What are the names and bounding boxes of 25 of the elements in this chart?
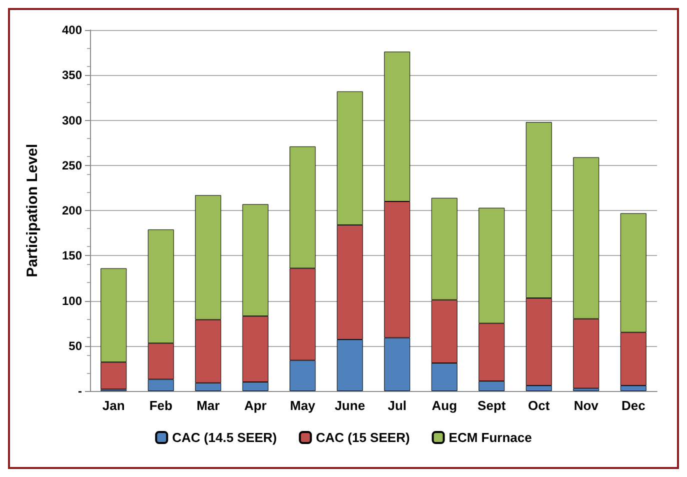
legend-label: CAC (15 SEER) <box>316 430 410 445</box>
x-tick-label: May <box>290 398 316 413</box>
legend-label: ECM Furnace <box>448 430 532 445</box>
y-tick-label: 100 <box>62 294 82 308</box>
x-tick-label: Dec <box>621 398 646 413</box>
y-tick-label: 50 <box>68 338 82 353</box>
x-tick-label: Jul <box>388 398 407 413</box>
x-tick-label: Feb <box>149 398 172 413</box>
x-tick-label: Nov <box>574 398 600 413</box>
x-tick-label: Sept <box>478 398 506 413</box>
x-tick-label: June <box>334 398 366 413</box>
y-tick-label: 400 <box>62 23 82 37</box>
y-tick-label: 150 <box>62 248 82 263</box>
y-tick-label: 350 <box>62 68 82 82</box>
x-tick-label: Jan <box>102 398 125 413</box>
x-tick-label: Apr <box>244 398 267 413</box>
x-tick-label: Aug <box>432 398 458 413</box>
x-tick-label: Oct <box>528 398 550 413</box>
y-tick-label: 300 <box>62 113 82 128</box>
y-axis-title: Participation Level <box>24 144 41 278</box>
y-tick-label: 250 <box>62 158 82 172</box>
y-tick-label: - <box>78 384 82 398</box>
y-tick-label: 200 <box>62 204 82 218</box>
legend-label: CAC (14.5 SEER) <box>172 430 277 445</box>
x-tick-label: Mar <box>196 398 220 413</box>
